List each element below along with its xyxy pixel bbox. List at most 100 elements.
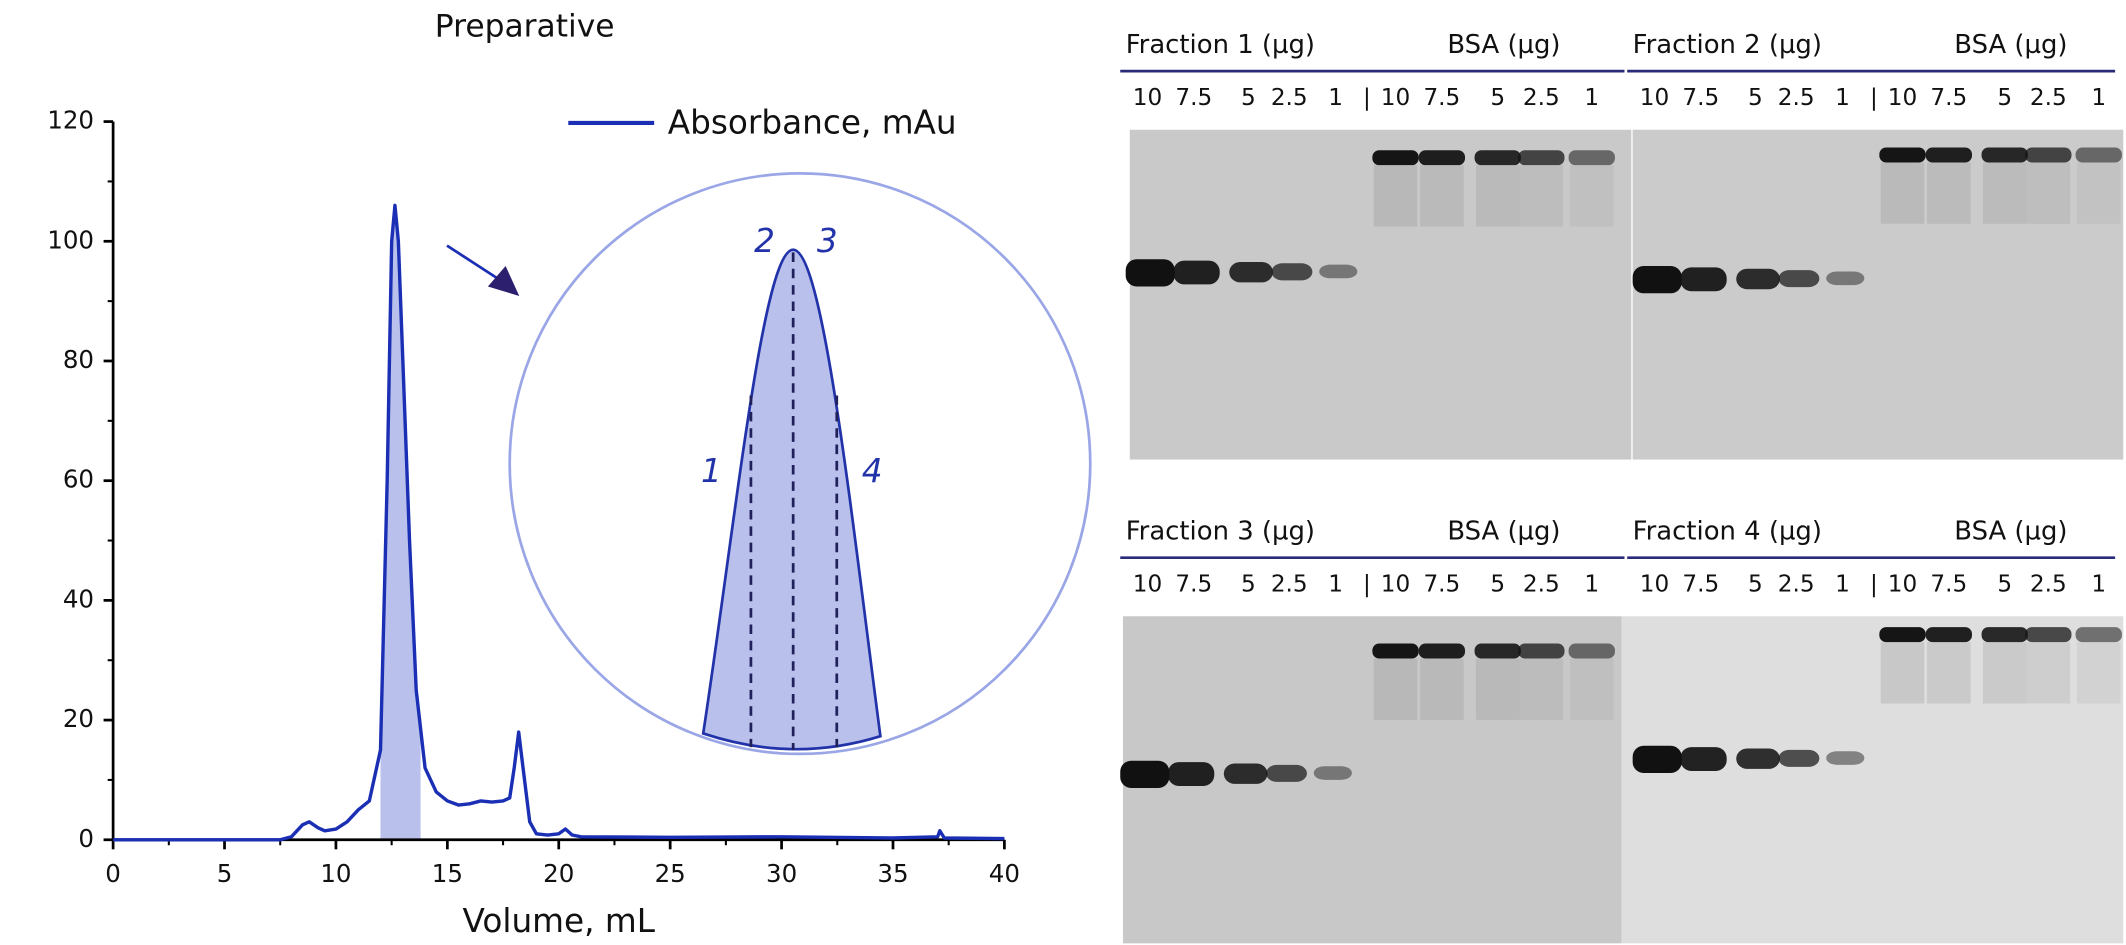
gel-image — [1129, 129, 1632, 460]
protein-band — [1778, 749, 1820, 767]
lane-label: 1 — [2091, 571, 2106, 597]
lane-label: 5 — [1241, 571, 1256, 597]
lane-label: 7.5 — [1930, 85, 1967, 111]
x-tick-label: 0 — [105, 859, 121, 888]
inset-label: 1 — [701, 452, 722, 490]
lane-label: 5 — [1748, 85, 1763, 111]
lane-label: 10 — [1888, 571, 1917, 597]
protein-band — [1736, 748, 1780, 769]
bsa-band — [1474, 150, 1521, 166]
bsa-band — [1518, 643, 1565, 659]
y-tick-label: 100 — [47, 225, 94, 254]
bsa-band — [1418, 150, 1466, 166]
gel-bsa-title: BSA (µg) — [1954, 30, 2067, 60]
lane-label: 1 — [1584, 571, 1599, 597]
x-tick-label: 20 — [543, 859, 574, 888]
bsa-band — [1568, 643, 1615, 659]
inset-labels: 1 2 3 4 — [701, 222, 883, 490]
x-tick-label: 5 — [217, 859, 233, 888]
x-tick-label: 10 — [320, 859, 351, 888]
lane-label: 10 — [1888, 85, 1917, 111]
y-tick-label: 40 — [63, 584, 94, 613]
protein-band — [1229, 261, 1273, 283]
bsa-band — [1418, 643, 1466, 659]
lane-label: 2.5 — [1271, 571, 1308, 597]
y-tick-label: 120 — [47, 106, 94, 135]
bsa-band — [2075, 627, 2122, 643]
bsa-smear — [1475, 658, 1520, 720]
bsa-smear — [1373, 658, 1418, 720]
lane-separator: | — [1870, 571, 1878, 597]
lane-label: 7.5 — [1423, 571, 1460, 597]
lane-label: 10 — [1640, 571, 1669, 597]
protein-band — [1313, 766, 1352, 780]
chart-title: Preparative — [435, 9, 615, 45]
lane-label: 2.5 — [1523, 571, 1560, 597]
bsa-band — [1981, 627, 2028, 643]
protein-band — [1736, 268, 1780, 290]
lane-label: 5 — [1490, 85, 1505, 111]
bsa-band — [1879, 627, 1926, 643]
bsa-smear — [2076, 162, 2121, 224]
gel-bsa-title: BSA (µg) — [1447, 30, 1560, 60]
protein-band — [1680, 747, 1727, 771]
lane-label: 1 — [1328, 85, 1343, 111]
inset-label: 2 — [754, 222, 775, 260]
protein-band — [1319, 264, 1358, 279]
lane-separator: | — [1870, 85, 1878, 111]
protein-band — [1826, 751, 1865, 765]
lane-label: 7.5 — [1682, 571, 1719, 597]
lane-label: 10 — [1381, 85, 1410, 111]
protein-band — [1826, 271, 1865, 286]
x-axis-label: Volume, mL — [463, 902, 656, 940]
lane-label: 2.5 — [2030, 571, 2067, 597]
lane-label: 2.5 — [1523, 85, 1560, 111]
protein-band — [1266, 764, 1307, 782]
lane-label: 1 — [1584, 85, 1599, 111]
bsa-smear — [1373, 165, 1418, 227]
protein-band — [1778, 270, 1820, 288]
inset-dividers — [749, 252, 839, 750]
bsa-smear — [1927, 162, 1971, 224]
protein-band — [1632, 745, 1682, 774]
lane-label: 2.5 — [1778, 85, 1815, 111]
lane-label: 1 — [1328, 571, 1343, 597]
gel-title: Fraction 3 (µg) — [1126, 516, 1315, 546]
lane-label: 10 — [1133, 85, 1162, 111]
bsa-smear — [1982, 162, 2027, 224]
bsa-band — [1474, 643, 1521, 659]
bsa-band — [1925, 627, 1973, 643]
inset-label: 4 — [862, 452, 883, 490]
lane-label: 10 — [1381, 571, 1410, 597]
x-tick-label: 30 — [766, 859, 797, 888]
y-tick-label: 20 — [63, 704, 94, 733]
lane-label: 2.5 — [1778, 571, 1815, 597]
lane-label: 5 — [1997, 571, 2012, 597]
bsa-smear — [1420, 165, 1464, 227]
protein-band — [1223, 763, 1268, 784]
bsa-smear — [1569, 165, 1614, 227]
lane-label: 7.5 — [1175, 571, 1212, 597]
protein-band — [1680, 267, 1727, 292]
gel-title: Fraction 2 (µg) — [1633, 30, 1822, 60]
lane-separator: | — [1363, 85, 1371, 111]
lane-label: 7.5 — [1423, 85, 1460, 111]
inset-arrowhead — [487, 266, 520, 297]
bsa-smear — [1569, 658, 1614, 720]
gel-image — [1621, 616, 2124, 944]
inset-arrow — [446, 244, 503, 283]
legend-label: Absorbance, mAu — [668, 103, 957, 141]
inset-label: 3 — [817, 222, 838, 260]
y-tick-label: 0 — [78, 824, 94, 853]
bsa-band — [2075, 147, 2122, 163]
bsa-smear — [1880, 642, 1925, 704]
bsa-smear — [1475, 165, 1520, 227]
x-tick-label: 35 — [877, 859, 908, 888]
gel-bsa-title: BSA (µg) — [1447, 516, 1560, 546]
bsa-smear — [2026, 162, 2071, 224]
y-tick-label: 60 — [63, 465, 94, 494]
bsa-band — [1925, 147, 1973, 163]
bsa-band — [1879, 147, 1926, 163]
protein-band — [1632, 266, 1682, 294]
